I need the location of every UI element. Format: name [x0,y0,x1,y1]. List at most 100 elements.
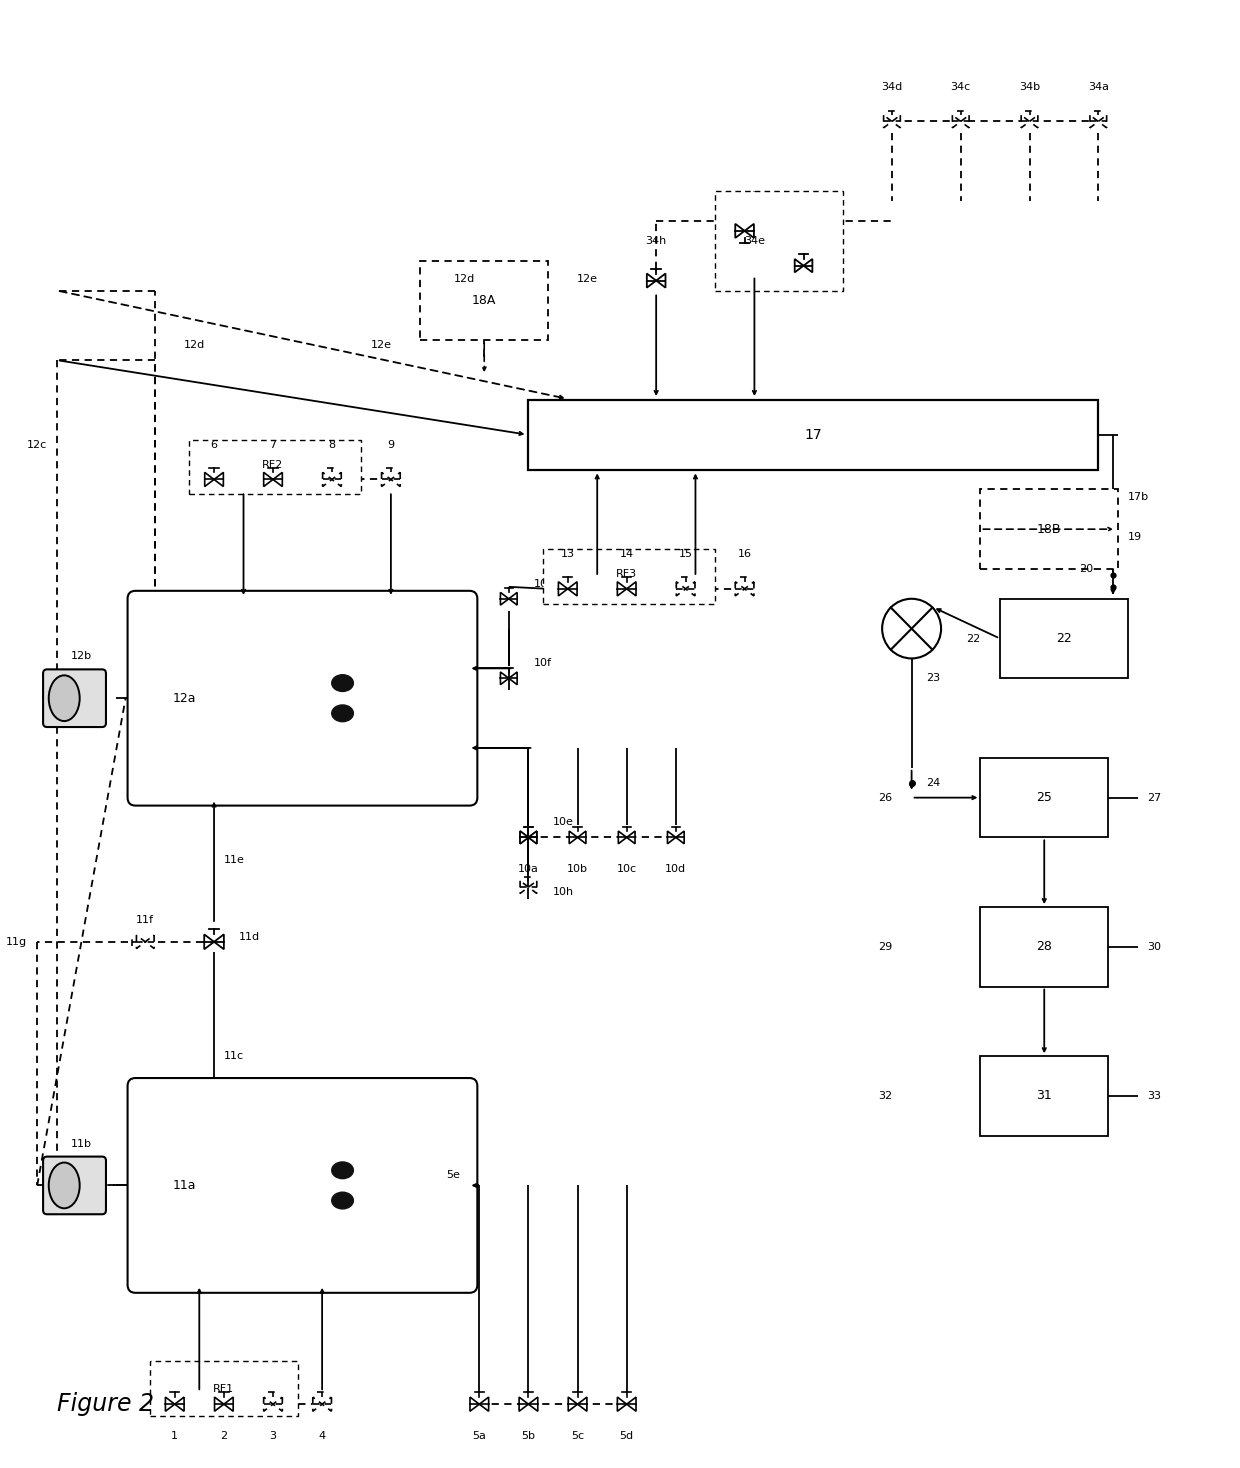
Text: Figure 2: Figure 2 [57,1392,154,1417]
Polygon shape [501,672,508,684]
Text: 3: 3 [269,1431,277,1442]
Text: 11g: 11g [6,937,27,947]
Polygon shape [1029,115,1038,128]
Polygon shape [480,1398,489,1411]
Polygon shape [264,1398,273,1411]
Polygon shape [1099,115,1106,128]
Text: 32: 32 [878,1091,892,1101]
Text: 12e: 12e [371,341,392,351]
Text: 8: 8 [329,439,336,449]
Text: 18B: 18B [1037,523,1061,536]
Bar [981,907,1109,986]
Text: 7: 7 [269,439,277,449]
Polygon shape [322,1398,331,1411]
Text: 34c: 34c [951,82,971,91]
FancyBboxPatch shape [128,590,477,806]
Polygon shape [215,1398,224,1411]
Text: 10e: 10e [553,818,574,828]
Text: 2: 2 [221,1431,227,1442]
Text: RF3: RF3 [616,570,637,578]
Bar [999,599,1127,678]
Polygon shape [676,581,686,596]
Text: 26: 26 [878,793,892,803]
Bar [190,440,361,495]
Text: 31: 31 [1037,1089,1052,1102]
Text: 12e: 12e [577,273,598,283]
Polygon shape [264,473,273,486]
Text: 19: 19 [1127,531,1142,542]
Polygon shape [520,1398,528,1411]
Text: 12a: 12a [172,691,196,705]
Text: 12c: 12c [27,439,47,449]
Text: 5c: 5c [570,1431,584,1442]
Text: 11c: 11c [224,1051,244,1061]
Polygon shape [744,223,754,238]
Text: 25: 25 [1037,791,1053,804]
Text: 1: 1 [171,1431,179,1442]
Ellipse shape [332,1192,353,1208]
Bar [981,1055,1109,1136]
Text: 12b: 12b [71,652,92,662]
Text: 10h: 10h [553,887,574,897]
Text: 14: 14 [620,549,634,559]
Ellipse shape [48,1163,79,1208]
Polygon shape [528,1398,538,1411]
Text: 10c: 10c [616,865,637,875]
Polygon shape [391,473,401,486]
Bar [150,1361,298,1417]
Polygon shape [618,1398,626,1411]
Ellipse shape [332,705,353,722]
Polygon shape [273,1398,283,1411]
Text: 10b: 10b [567,865,588,875]
Text: 34h: 34h [646,236,667,245]
Text: 5a: 5a [472,1431,486,1442]
Ellipse shape [48,675,79,721]
Text: 22: 22 [966,634,981,643]
Polygon shape [528,881,537,894]
Polygon shape [322,473,332,486]
FancyBboxPatch shape [128,1078,477,1293]
Polygon shape [619,831,626,844]
Text: 9: 9 [387,439,394,449]
Polygon shape [136,935,145,948]
Polygon shape [145,935,154,948]
Polygon shape [676,831,684,844]
Polygon shape [205,934,215,950]
Polygon shape [470,1398,480,1411]
Text: 34d: 34d [882,82,903,91]
Polygon shape [626,831,635,844]
Text: 10f: 10f [533,659,552,668]
Text: 27: 27 [1147,793,1162,803]
Text: 18A: 18A [472,294,496,307]
Text: 34e: 34e [744,236,765,245]
Text: 12d: 12d [184,341,205,351]
Bar [528,399,1099,470]
Text: 6: 6 [211,439,217,449]
Text: 10a: 10a [518,865,539,875]
Text: 22: 22 [1056,633,1071,644]
Polygon shape [795,258,804,273]
Text: 29: 29 [878,942,892,951]
Polygon shape [1090,115,1099,128]
Polygon shape [1022,115,1029,128]
Polygon shape [578,1398,587,1411]
Polygon shape [892,115,900,128]
Polygon shape [744,581,754,596]
Polygon shape [656,273,666,288]
Polygon shape [735,581,744,596]
Polygon shape [508,593,517,605]
Text: 34b: 34b [1019,82,1040,91]
FancyBboxPatch shape [43,1157,105,1214]
Polygon shape [568,581,577,596]
Text: 5b: 5b [522,1431,536,1442]
Polygon shape [647,273,656,288]
Text: 24: 24 [926,778,941,788]
Text: 4: 4 [319,1431,326,1442]
Polygon shape [569,831,578,844]
Text: 12d: 12d [454,273,475,283]
Polygon shape [215,934,224,950]
Bar [981,757,1109,837]
Text: 13: 13 [560,549,574,559]
Polygon shape [205,473,215,486]
Polygon shape [884,115,892,128]
